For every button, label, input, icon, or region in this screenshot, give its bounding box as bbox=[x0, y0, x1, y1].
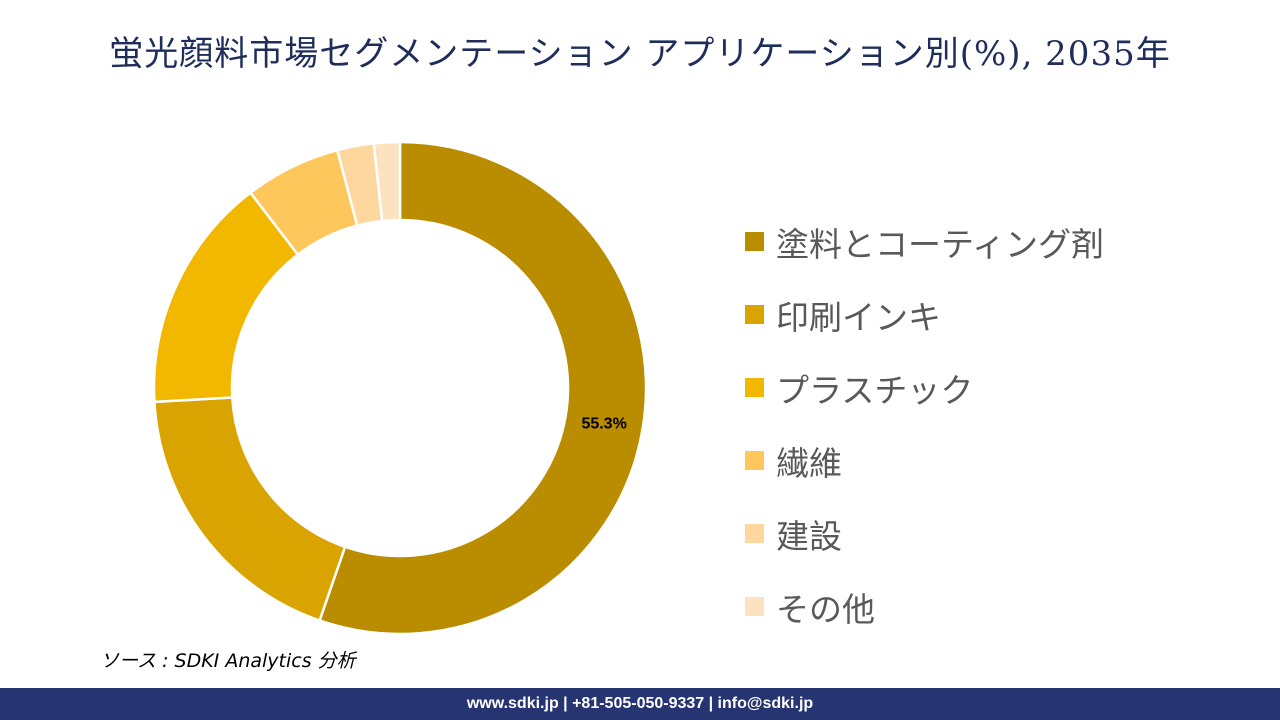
legend-swatch bbox=[745, 451, 764, 470]
legend-item: 塗料とコーティング剤 bbox=[745, 205, 1104, 278]
legend-label: 印刷インキ bbox=[776, 297, 941, 337]
donut-slice-0 bbox=[317, 140, 648, 636]
legend-label: プラスチック bbox=[776, 370, 974, 410]
legend-item: 建設 bbox=[745, 497, 1104, 570]
legend-item: 繊維 bbox=[745, 424, 1104, 497]
legend-swatch bbox=[745, 305, 764, 324]
legend-swatch bbox=[745, 597, 764, 616]
legend-label: 建設 bbox=[776, 516, 842, 556]
source-note: ソース : SDKI Analytics 分析 bbox=[100, 650, 356, 672]
legend-swatch bbox=[745, 524, 764, 543]
legend-label: その他 bbox=[776, 589, 875, 629]
donut-chart: 55.3% bbox=[152, 140, 648, 636]
footer-contact: www.sdki.jp | +81-505-050-9337 | info@sd… bbox=[0, 688, 1280, 720]
legend-swatch bbox=[745, 378, 764, 397]
legend-item: プラスチック bbox=[745, 351, 1104, 424]
data-label: 55.3% bbox=[581, 415, 626, 432]
donut-slice-5 bbox=[372, 140, 402, 223]
legend-label: 繊維 bbox=[776, 443, 842, 483]
donut-slice-1 bbox=[153, 396, 347, 623]
legend: 塗料とコーティング剤 印刷インキプラスチック 繊維建設その他 bbox=[745, 205, 1104, 643]
chart-title: 蛍光顔料市場セグメンテーション アプリケーション別(%), 2035年 bbox=[109, 34, 1171, 74]
legend-swatch bbox=[745, 232, 764, 251]
legend-item: その他 bbox=[745, 570, 1104, 643]
legend-label: 塗料とコーティング剤 bbox=[776, 224, 1105, 264]
legend-item: 印刷インキ bbox=[745, 278, 1104, 351]
